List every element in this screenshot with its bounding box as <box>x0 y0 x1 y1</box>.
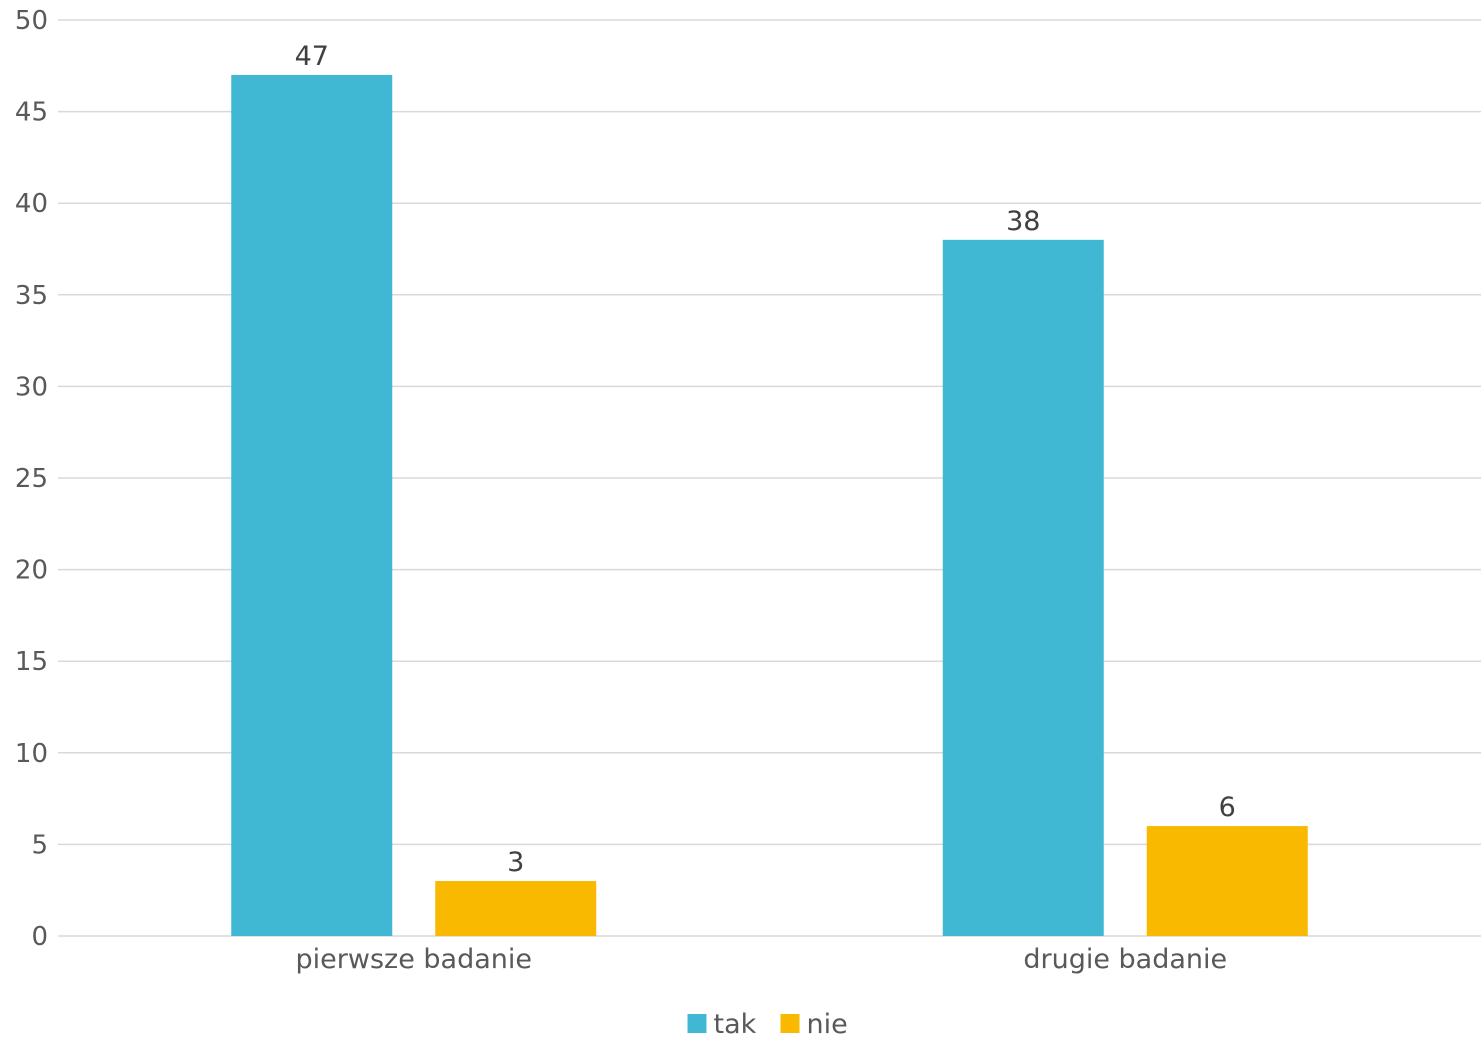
y-tick-label: 45 <box>15 98 48 128</box>
y-tick-label: 20 <box>15 556 48 586</box>
bar-tak-1 <box>231 74 393 936</box>
bar-tak-2 <box>942 239 1104 937</box>
bar-nie-1 <box>435 881 597 936</box>
y-tick-label: 40 <box>15 189 48 219</box>
legend-label: nie <box>807 1009 848 1040</box>
y-tick-label: 10 <box>15 739 48 769</box>
y-tick-label: 0 <box>31 922 48 952</box>
x-axis-categories: pierwsze badanie drugie badanie <box>296 944 1228 975</box>
data-labels: 47 3 38 6 <box>295 41 1236 878</box>
x-category-label: drugie badanie <box>1023 944 1227 975</box>
legend-swatch-nie <box>780 1014 800 1033</box>
legend-label: tak <box>714 1009 757 1040</box>
data-label: 3 <box>507 847 524 878</box>
data-label: 6 <box>1219 792 1236 823</box>
y-tick-label: 5 <box>31 830 48 860</box>
bar-nie-2 <box>1146 826 1308 936</box>
y-tick-label: 25 <box>15 464 48 494</box>
y-tick-label: 15 <box>15 647 48 677</box>
legend: tak nie <box>687 1009 848 1040</box>
data-label: 38 <box>1006 206 1040 237</box>
y-tick-label: 50 <box>15 6 48 36</box>
y-tick-label: 35 <box>15 281 48 311</box>
y-tick-label: 30 <box>15 372 48 402</box>
x-category-label: pierwsze badanie <box>296 944 532 975</box>
y-axis-ticks: 0 5 10 15 20 25 30 35 40 45 50 <box>15 6 48 952</box>
data-label: 47 <box>295 41 329 72</box>
legend-swatch-tak <box>687 1014 707 1033</box>
bars <box>231 74 1308 937</box>
